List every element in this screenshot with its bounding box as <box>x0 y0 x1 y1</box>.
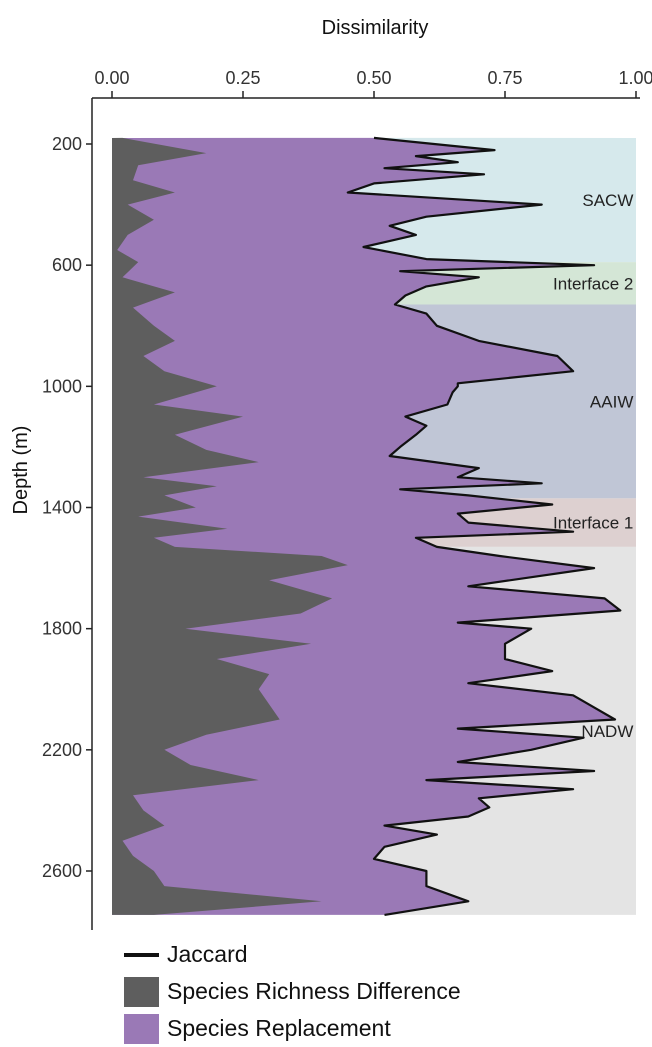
y-tick-label-1: 600 <box>52 255 82 275</box>
x-axis-title: Dissimilarity <box>322 17 429 39</box>
legend-label-replacement: Species Replacement <box>167 1015 391 1042</box>
legend-item-richness: Species Richness Difference <box>124 973 461 1010</box>
water-mass-label-4: NADW <box>581 722 633 741</box>
y-tick-label-3: 1400 <box>42 498 82 518</box>
dissimilarity-depth-chart: Dissimilarity Depth (m) SACW Interface 2 A… <box>0 0 652 930</box>
x-tick-label-3: 0.75 <box>487 68 522 88</box>
y-tick-label-4: 1800 <box>42 619 82 639</box>
legend-swatch-replacement <box>124 1014 159 1044</box>
water-mass-label-2: AAIW <box>590 392 633 411</box>
water-mass-label-3: Interface 1 <box>553 514 633 533</box>
y-tick-label-0: 200 <box>52 134 82 154</box>
x-tick-label-1: 0.25 <box>225 68 260 88</box>
legend-label-jaccard: Jaccard <box>167 941 248 968</box>
legend-item-jaccard: Jaccard <box>124 936 461 973</box>
y-tick-label-6: 2600 <box>42 861 82 881</box>
y-tick-label-2: 1000 <box>42 376 82 396</box>
legend-label-richness: Species Richness Difference <box>167 978 461 1005</box>
water-mass-label-1: Interface 2 <box>553 274 633 293</box>
legend-swatch-richness <box>124 977 159 1007</box>
y-axis-title: Depth (m) <box>10 426 32 515</box>
legend-line-jaccard <box>124 953 159 957</box>
x-tick-label-2: 0.50 <box>356 68 391 88</box>
x-tick-label-0: 0.00 <box>94 68 129 88</box>
water-mass-label-0: SACW <box>582 191 633 210</box>
y-tick-label-5: 2200 <box>42 740 82 760</box>
x-tick-label-4: 1.00 <box>618 68 652 88</box>
legend: Jaccard Species Richness Difference Spec… <box>124 936 461 1047</box>
legend-item-replacement: Species Replacement <box>124 1010 461 1047</box>
